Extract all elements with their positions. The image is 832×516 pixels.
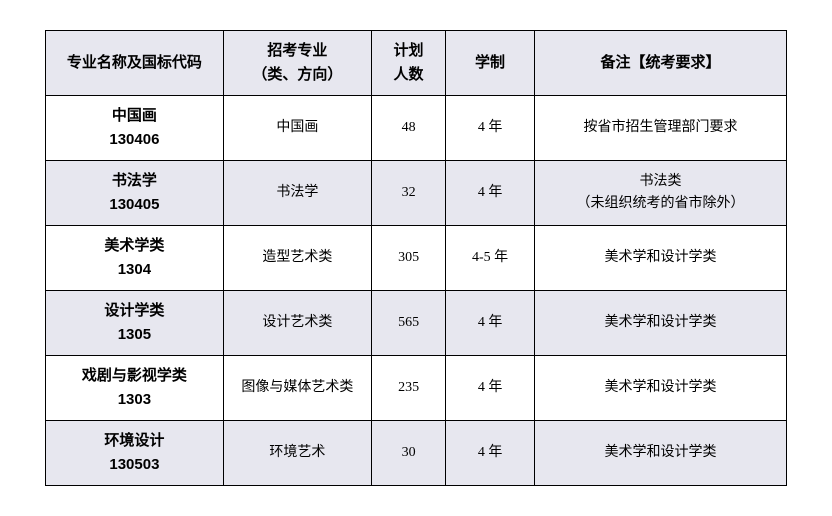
cell-duration: 4-5 年 xyxy=(446,226,535,291)
cell-notes: 书法类 （未组织统考的省市除外） xyxy=(535,161,787,226)
cell-name: 设计学类 1305 xyxy=(46,291,224,356)
cell-name: 美术学类 1304 xyxy=(46,226,224,291)
code-text: 130503 xyxy=(50,453,219,477)
code-text: 130405 xyxy=(50,193,219,217)
name-text: 环境设计 xyxy=(50,429,219,453)
name-text: 设计学类 xyxy=(50,299,219,323)
table-header-row: 专业名称及国标代码 招考专业 （类、方向） 计划 人数 学制 备注【统考要求】 xyxy=(46,31,787,96)
col-header-major-line1: 招考专业 xyxy=(228,39,367,63)
cell-plan: 48 xyxy=(372,96,446,161)
cell-major: 造型艺术类 xyxy=(223,226,371,291)
notes-line1: 美术学和设计学类 xyxy=(539,442,782,464)
col-header-duration: 学制 xyxy=(446,31,535,96)
table-row: 书法学 130405 书法学 32 4 年 书法类 （未组织统考的省市除外） xyxy=(46,161,787,226)
cell-duration: 4 年 xyxy=(446,161,535,226)
cell-plan: 30 xyxy=(372,421,446,486)
cell-major: 图像与媒体艺术类 xyxy=(223,356,371,421)
cell-major: 设计艺术类 xyxy=(223,291,371,356)
notes-line1: 按省市招生管理部门要求 xyxy=(539,117,782,139)
table-row: 设计学类 1305 设计艺术类 565 4 年 美术学和设计学类 xyxy=(46,291,787,356)
name-text: 书法学 xyxy=(50,169,219,193)
cell-plan: 565 xyxy=(372,291,446,356)
cell-duration: 4 年 xyxy=(446,96,535,161)
col-header-major: 招考专业 （类、方向） xyxy=(223,31,371,96)
col-header-plan-line1: 计划 xyxy=(376,39,441,63)
cell-duration: 4 年 xyxy=(446,291,535,356)
admissions-table: 专业名称及国标代码 招考专业 （类、方向） 计划 人数 学制 备注【统考要求】 … xyxy=(45,30,787,486)
cell-notes: 美术学和设计学类 xyxy=(535,421,787,486)
cell-plan: 305 xyxy=(372,226,446,291)
name-text: 戏剧与影视学类 xyxy=(50,364,219,388)
code-text: 1303 xyxy=(50,388,219,412)
cell-notes: 美术学和设计学类 xyxy=(535,291,787,356)
name-text: 中国画 xyxy=(50,104,219,128)
cell-notes: 按省市招生管理部门要求 xyxy=(535,96,787,161)
cell-major: 中国画 xyxy=(223,96,371,161)
table-body: 中国画 130406 中国画 48 4 年 按省市招生管理部门要求 书法学 13… xyxy=(46,96,787,486)
table-row: 美术学类 1304 造型艺术类 305 4-5 年 美术学和设计学类 xyxy=(46,226,787,291)
code-text: 1304 xyxy=(50,258,219,282)
cell-notes: 美术学和设计学类 xyxy=(535,226,787,291)
table-row: 戏剧与影视学类 1303 图像与媒体艺术类 235 4 年 美术学和设计学类 xyxy=(46,356,787,421)
cell-major: 书法学 xyxy=(223,161,371,226)
cell-major: 环境艺术 xyxy=(223,421,371,486)
col-header-major-line2: （类、方向） xyxy=(228,63,367,87)
notes-line1: 书法类 xyxy=(539,171,782,193)
cell-name: 中国画 130406 xyxy=(46,96,224,161)
table-row: 中国画 130406 中国画 48 4 年 按省市招生管理部门要求 xyxy=(46,96,787,161)
col-header-plan: 计划 人数 xyxy=(372,31,446,96)
cell-notes: 美术学和设计学类 xyxy=(535,356,787,421)
notes-line1: 美术学和设计学类 xyxy=(539,377,782,399)
col-header-notes: 备注【统考要求】 xyxy=(535,31,787,96)
cell-plan: 32 xyxy=(372,161,446,226)
name-text: 美术学类 xyxy=(50,234,219,258)
code-text: 130406 xyxy=(50,128,219,152)
cell-name: 戏剧与影视学类 1303 xyxy=(46,356,224,421)
col-header-name: 专业名称及国标代码 xyxy=(46,31,224,96)
notes-line1: 美术学和设计学类 xyxy=(539,247,782,269)
notes-line1: 美术学和设计学类 xyxy=(539,312,782,334)
col-header-plan-line2: 人数 xyxy=(376,63,441,87)
code-text: 1305 xyxy=(50,323,219,347)
cell-duration: 4 年 xyxy=(446,356,535,421)
cell-plan: 235 xyxy=(372,356,446,421)
table-row: 环境设计 130503 环境艺术 30 4 年 美术学和设计学类 xyxy=(46,421,787,486)
cell-name: 书法学 130405 xyxy=(46,161,224,226)
notes-line2: （未组织统考的省市除外） xyxy=(539,193,782,215)
cell-name: 环境设计 130503 xyxy=(46,421,224,486)
cell-duration: 4 年 xyxy=(446,421,535,486)
